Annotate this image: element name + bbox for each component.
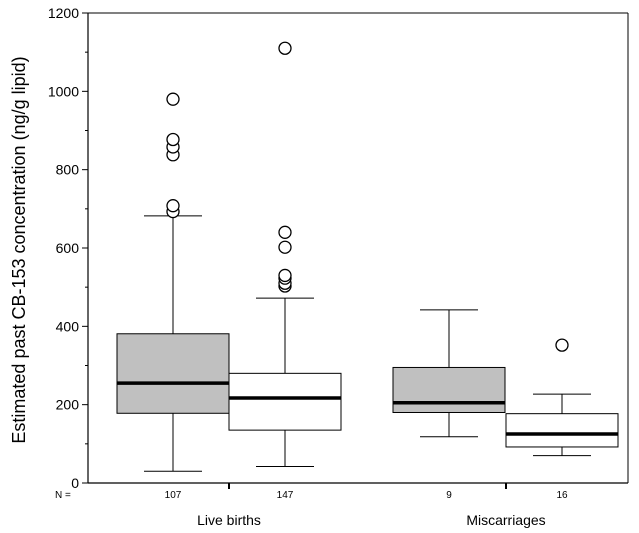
outlier-point [166, 199, 180, 213]
iqr-box [505, 413, 619, 448]
group-labels: Live births Miscarriages [197, 483, 546, 528]
box-4 [505, 338, 619, 457]
outlier-point [278, 225, 292, 239]
y-tick-label: 600 [56, 240, 80, 256]
outlier-point [278, 240, 292, 254]
outlier-point [555, 338, 569, 352]
n-labels: 107 147 9 16 [165, 490, 568, 501]
box-3 [392, 309, 506, 438]
y-tick-label: 1200 [48, 5, 79, 21]
n-label: 9 [446, 490, 452, 501]
outlier-point [166, 92, 180, 106]
iqr-box [116, 333, 230, 414]
iqr-box [228, 372, 342, 431]
y-tick-label: 1000 [48, 83, 79, 99]
box-1 [116, 92, 230, 472]
y-tick-label: 400 [56, 318, 80, 334]
y-tick-label: 800 [56, 162, 80, 178]
outlier-point [278, 41, 292, 55]
outlier-point [278, 268, 292, 283]
iqr-box [392, 366, 506, 414]
box-2 [228, 41, 342, 468]
n-prefix-label: N = [55, 490, 71, 501]
y-ticks: 0 200 400 600 800 1000 1200 [48, 5, 88, 491]
n-label: 107 [165, 490, 182, 501]
outlier-point [166, 132, 180, 147]
y-axis-title: Estimated past CB-153 concentration (ng/… [9, 56, 29, 443]
y-tick-label: 0 [71, 475, 79, 491]
group-label: Miscarriages [466, 512, 545, 528]
y-tick-label: 200 [56, 397, 80, 413]
n-label: 16 [556, 490, 568, 501]
boxes [116, 41, 619, 472]
n-label: 147 [277, 490, 294, 501]
group-label: Live births [197, 512, 261, 528]
